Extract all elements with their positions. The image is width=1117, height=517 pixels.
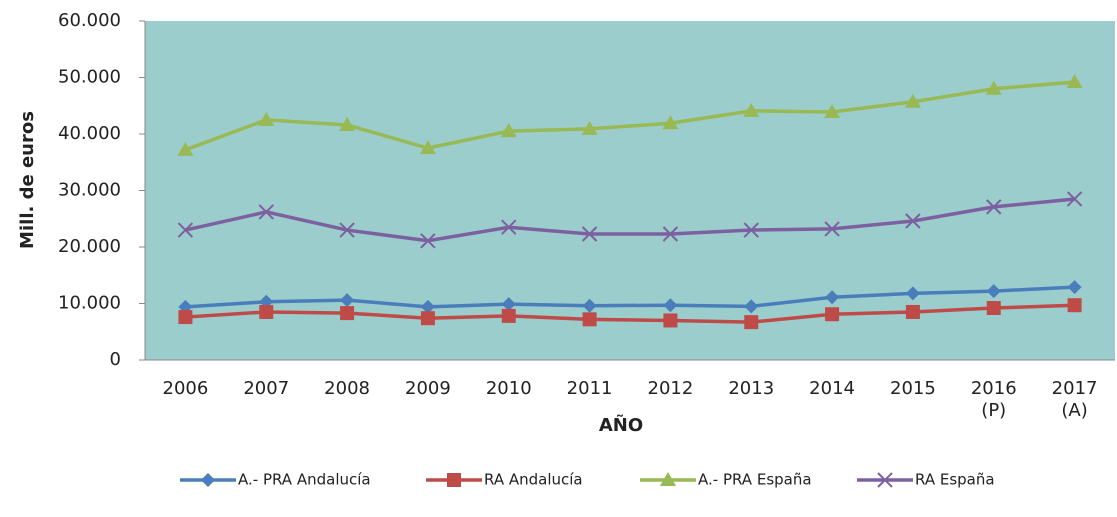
marker	[339, 222, 355, 238]
marker	[339, 116, 356, 131]
marker	[582, 312, 597, 327]
marker	[340, 306, 355, 321]
marker	[743, 222, 759, 238]
marker	[905, 213, 921, 229]
marker	[581, 120, 598, 135]
marker	[662, 115, 679, 130]
series-line	[184, 80, 1075, 152]
x-tick-label: 2009	[405, 378, 451, 399]
marker	[825, 290, 840, 305]
marker	[582, 298, 597, 313]
marker	[986, 284, 1001, 299]
x-tick-label: 2014	[809, 378, 855, 399]
marker	[744, 299, 759, 314]
marker	[986, 301, 1001, 316]
x-tick-label: 2011	[566, 378, 613, 399]
x-axis-label: AÑO	[599, 413, 643, 436]
legend-item: A.- PRA España	[640, 471, 812, 489]
marker	[177, 222, 194, 238]
y-tick-label: 40.000	[58, 123, 121, 144]
legend-item: A.- PRA Andalucía	[180, 471, 371, 489]
marker	[824, 103, 841, 118]
series-line	[185, 303, 1075, 324]
marker	[500, 123, 517, 138]
legend-item: RA Andalucía	[426, 471, 583, 489]
y-tick-label: 20.000	[58, 236, 121, 257]
x-tick-label: 2007	[243, 378, 290, 399]
y-tick-label: 30.000	[58, 180, 121, 201]
y-tick-label: 60.000	[58, 10, 121, 31]
marker	[663, 298, 678, 313]
marker	[743, 102, 760, 117]
marker	[904, 93, 921, 108]
marker	[501, 308, 516, 323]
marker	[985, 80, 1002, 95]
marker	[660, 472, 676, 486]
marker	[259, 304, 274, 319]
series-line	[185, 197, 1075, 243]
marker	[258, 111, 275, 126]
y-tick-label: 0	[110, 349, 121, 370]
marker	[1067, 280, 1082, 295]
marker	[905, 304, 920, 319]
x-tick-label: 2008	[324, 378, 370, 399]
marker	[420, 233, 436, 249]
marker	[1066, 74, 1083, 89]
x-tick-label: 2013	[728, 378, 775, 399]
marker	[744, 315, 759, 330]
marker	[824, 221, 840, 237]
marker	[447, 473, 461, 487]
marker	[340, 293, 355, 308]
marker	[663, 313, 678, 328]
series-line	[185, 285, 1075, 309]
marker	[877, 472, 893, 488]
marker	[420, 311, 435, 326]
y-tick-label: 50.000	[58, 67, 121, 88]
y-tick-label: 10.000	[58, 293, 121, 314]
marker	[177, 141, 194, 156]
legend-label: RA Andalucía	[484, 471, 583, 489]
marker	[662, 226, 679, 242]
legend-item: RA España	[857, 471, 995, 489]
y-axis-label: Mill. de euros	[17, 111, 38, 249]
marker	[501, 219, 517, 235]
legend-label: A.- PRA España	[698, 471, 812, 489]
marker	[1066, 191, 1083, 207]
x-tick-label: 2017 (A)	[1051, 378, 1098, 421]
marker	[419, 140, 436, 155]
marker	[825, 307, 840, 322]
marker	[201, 473, 215, 487]
plot-area	[145, 21, 1115, 360]
x-tick-label: 2010	[485, 378, 532, 399]
marker	[420, 299, 435, 314]
x-tick-label: 2015	[890, 378, 936, 399]
marker	[905, 286, 920, 301]
marker	[178, 310, 193, 325]
x-tick-label: 2012	[647, 378, 694, 399]
marker	[258, 204, 274, 220]
marker	[581, 226, 598, 242]
marker	[986, 199, 1002, 215]
marker	[501, 297, 516, 312]
legend-label: RA España	[915, 471, 995, 489]
x-tick-label: 2016 (P)	[970, 378, 1017, 421]
marker	[1067, 298, 1082, 313]
x-tick-label: 2006	[162, 378, 209, 399]
legend-label: A.- PRA Andalucía	[238, 471, 371, 489]
